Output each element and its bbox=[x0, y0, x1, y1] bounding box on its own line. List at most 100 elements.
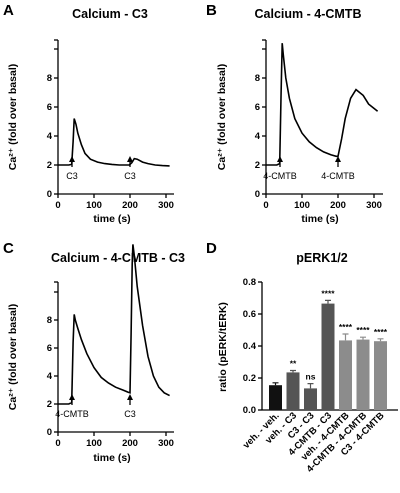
panel-b-annotation: 4-CMTB bbox=[321, 156, 355, 181]
panel-b-arrow-head bbox=[277, 156, 283, 162]
panel-a-annotation: C3 bbox=[66, 156, 78, 181]
panel-a-trace bbox=[58, 118, 170, 167]
panel-a: A Calcium - C3 0 2 4 6 8 0 100 200 300 bbox=[3, 2, 174, 225]
y-tick-label: 4 bbox=[47, 371, 53, 382]
y-tick-label: 6 bbox=[47, 343, 52, 354]
panel-c-y-ticks: 0 2 4 6 8 bbox=[47, 281, 58, 438]
panel-b-x-axis-label: time (s) bbox=[301, 213, 338, 225]
error-bar bbox=[290, 369, 296, 373]
panel-b-annotation: 4-CMTB bbox=[263, 156, 297, 181]
bar bbox=[356, 339, 370, 410]
panel-b-y-axis-label: Ca²⁺ (fold over basal) bbox=[216, 64, 228, 170]
bar bbox=[304, 388, 317, 410]
panel-c-x-axis-label: time (s) bbox=[93, 452, 130, 464]
panel-a-annotation-label: C3 bbox=[124, 171, 136, 181]
y-tick-label: 0 bbox=[47, 427, 52, 438]
panel-c-arrow-head bbox=[69, 394, 75, 400]
y-tick-label: 0 bbox=[255, 189, 260, 200]
y-tick-label: 2 bbox=[47, 399, 52, 410]
y-tick-label: 6 bbox=[255, 102, 260, 113]
y-tick-label: 8 bbox=[47, 73, 52, 84]
error-bar bbox=[377, 338, 384, 342]
y-tick-label: 8 bbox=[47, 315, 52, 326]
panel-d-title: pERK1/2 bbox=[296, 251, 347, 265]
panel-c-y-axis-label: Ca²⁺ (fold over basal) bbox=[7, 304, 19, 410]
y-tick-label: 0.8 bbox=[243, 277, 256, 288]
panel-c-annotation: C3 bbox=[124, 394, 136, 419]
panel-c-title: Calcium - 4-CMTB - C3 bbox=[51, 251, 185, 265]
panel-letter-c: C bbox=[3, 240, 14, 257]
panel-b-y-ticks: 0 2 4 6 8 bbox=[255, 39, 266, 200]
x-tick-label: 0 bbox=[263, 200, 268, 211]
error-bar bbox=[360, 336, 366, 340]
x-tick-label: 300 bbox=[158, 438, 174, 449]
panel-b-annotation-label: 4-CMTB bbox=[263, 171, 297, 181]
panel-letter-b: B bbox=[206, 2, 217, 19]
panel-c-trace bbox=[58, 244, 170, 405]
significance-label: **** bbox=[339, 322, 353, 332]
panel-d: D pERK1/2 0.0 0.2 0.4 0.6 0.8 ratio (pER… bbox=[206, 240, 398, 475]
y-tick-label: 8 bbox=[255, 73, 260, 84]
panel-a-title: Calcium - C3 bbox=[72, 7, 148, 21]
panel-d-y-axis-label: ratio (pERK/tERK) bbox=[217, 302, 229, 392]
panel-a-y-axis-label: Ca²⁺ (fold over basal) bbox=[7, 64, 19, 170]
bar bbox=[374, 341, 387, 410]
panel-d-y-ticks: 0.0 0.2 0.4 0.6 0.8 bbox=[243, 277, 262, 416]
panel-a-y-ticks: 0 2 4 6 8 bbox=[47, 39, 58, 200]
x-tick-label: 200 bbox=[122, 438, 138, 449]
bar bbox=[339, 340, 352, 410]
x-tick-label: 300 bbox=[158, 200, 174, 211]
panel-b: B Calcium - 4-CMTB 0 2 4 6 8 0 100 200 3 bbox=[206, 2, 383, 225]
panel-a-x-ticks: 0 100 200 300 bbox=[55, 194, 174, 211]
significance-label: **** bbox=[374, 327, 388, 337]
y-tick-label: 2 bbox=[255, 160, 260, 171]
significance-label: **** bbox=[356, 325, 370, 335]
panel-c-arrow-head bbox=[127, 394, 133, 400]
x-tick-label: 100 bbox=[294, 200, 310, 211]
y-tick-label: 6 bbox=[47, 102, 52, 113]
significance-label: ns bbox=[306, 372, 316, 382]
x-tick-label: 100 bbox=[86, 200, 102, 211]
panel-a-annotation: C3 bbox=[124, 156, 136, 181]
y-tick-label: 0.4 bbox=[243, 341, 257, 352]
panel-c-annotation-label: 4-CMTB bbox=[55, 409, 89, 419]
x-tick-label: 200 bbox=[122, 200, 138, 211]
x-tick-label: 100 bbox=[86, 438, 102, 449]
panel-a-annotation-label: C3 bbox=[66, 171, 78, 181]
panel-c-annotation-label: C3 bbox=[124, 409, 136, 419]
y-tick-label: 0.0 bbox=[243, 405, 256, 416]
panel-c-x-ticks: 0 100 200 300 bbox=[55, 432, 174, 449]
panel-a-x-axis-label: time (s) bbox=[93, 213, 130, 225]
panel-b-annotation-label: 4-CMTB bbox=[321, 171, 355, 181]
panel-b-title: Calcium - 4-CMTB bbox=[255, 7, 362, 21]
panel-b-arrow-head bbox=[335, 156, 341, 162]
error-bar bbox=[272, 382, 279, 386]
y-tick-label: 4 bbox=[47, 131, 53, 142]
significance-label: **** bbox=[321, 288, 335, 298]
panel-b-x-ticks: 0 100 200 300 bbox=[263, 194, 382, 211]
panel-letter-d: D bbox=[206, 240, 217, 257]
x-tick-label: 200 bbox=[330, 200, 346, 211]
bar bbox=[286, 372, 300, 410]
y-tick-label: 0.2 bbox=[243, 373, 256, 384]
panel-a-arrow-head bbox=[127, 156, 133, 162]
y-tick-label: 0.6 bbox=[243, 309, 256, 320]
y-tick-label: 0 bbox=[47, 189, 52, 200]
x-tick-label: 0 bbox=[55, 438, 60, 449]
error-bar bbox=[325, 299, 331, 304]
y-tick-label: 2 bbox=[47, 160, 52, 171]
panel-letter-a: A bbox=[3, 2, 14, 19]
x-tick-label: 300 bbox=[366, 200, 382, 211]
error-bar bbox=[342, 333, 349, 341]
panel-b-trace bbox=[266, 43, 379, 166]
y-tick-label: 4 bbox=[255, 131, 261, 142]
significance-label: ** bbox=[290, 358, 297, 368]
panel-c-annotation: 4-CMTB bbox=[55, 394, 89, 419]
bar bbox=[269, 385, 282, 410]
panel-c: C Calcium - 4-CMTB - C3 0 2 4 6 8 0 100 … bbox=[3, 240, 185, 464]
panel-a-arrow-head bbox=[69, 156, 75, 162]
bar bbox=[321, 303, 335, 410]
error-bar bbox=[307, 383, 314, 389]
